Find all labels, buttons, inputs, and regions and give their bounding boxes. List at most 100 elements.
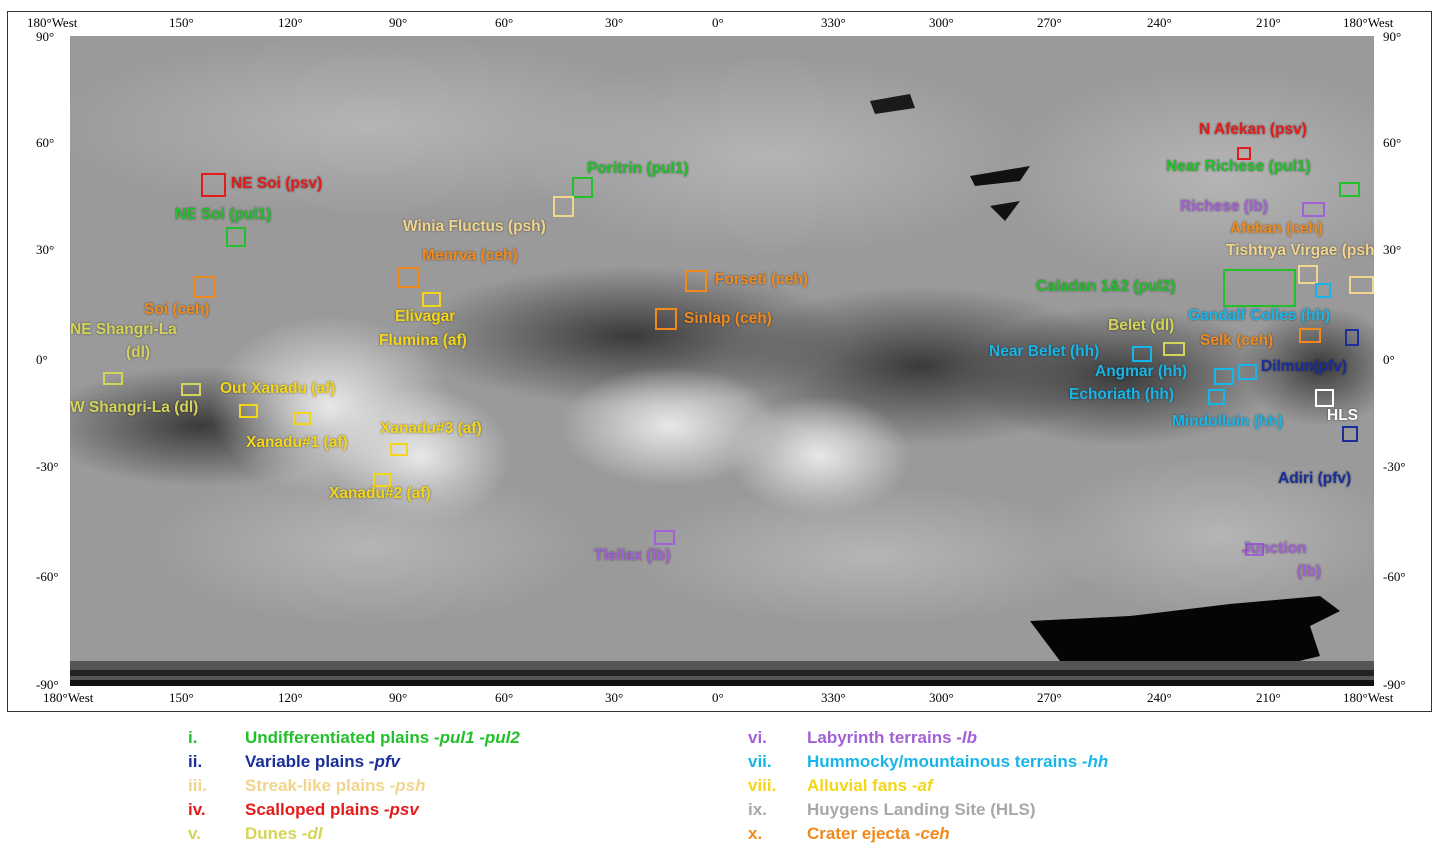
region-box-orange (398, 267, 419, 288)
legend-number: vi. (748, 728, 767, 747)
region-box-green (1223, 269, 1296, 307)
region-label: Richese (lb) (1180, 198, 1268, 215)
corner-label-bottom-left: 180°West (43, 690, 94, 705)
latitude-tick-label: -90° (1383, 677, 1406, 692)
region-box-red (1237, 147, 1251, 160)
region-box-cyan (1238, 364, 1257, 380)
longitude-tick-label: 120° (278, 690, 303, 705)
region-label: Echoriath (hh) (1069, 386, 1175, 403)
region-box-green (1339, 182, 1360, 197)
longitude-tick-label: 300° (929, 15, 954, 30)
longitude-tick-label: 60° (495, 690, 514, 705)
region-box-khaki (1163, 342, 1185, 356)
region-label: (lb) (1297, 563, 1322, 580)
region-box-yellow (390, 443, 408, 456)
legend-label: Undifferentiated plains (245, 728, 434, 747)
longitude-tick-label: 210° (1256, 690, 1281, 705)
region-box-tan (1298, 265, 1318, 284)
region-label: Menrva (ceh) (422, 247, 518, 264)
latitude-tick-label: -60° (36, 569, 59, 584)
region-box-orange (655, 308, 677, 330)
region-label: Out Xanadu (af) (220, 380, 336, 397)
legend-unit-code: -lb (956, 728, 978, 747)
longitude-tick-label: 90° (389, 15, 408, 30)
region-label: HLS (1327, 407, 1358, 424)
region-box-cyan (1208, 389, 1225, 405)
legend-label: Hummocky/mountainous terrains (807, 752, 1082, 771)
region-label: W Shangri-La (dl) (70, 399, 199, 416)
corner-label-top-right: 180°West (1343, 15, 1394, 30)
legend: i. Undifferentiated plains -pul1 -pul2 ii.… (0, 718, 1439, 850)
longitude-tick-label: 270° (1037, 690, 1062, 705)
corner-label-bottom-right: 180°West (1343, 690, 1394, 705)
region-label: Tishtrya Virgae (psh) (1226, 242, 1374, 259)
region-box-purple (1302, 202, 1325, 217)
region-label: NE Soi (pul1) (175, 206, 272, 223)
legend-label: Huygens Landing Site (HLS) (807, 800, 1036, 819)
titan-surface-map: N Afekan (psv) NE Soi (psv) Poritrin (pul1… (70, 36, 1374, 686)
region-box-yellow (373, 473, 391, 487)
region-box-purple (1245, 543, 1264, 556)
legend-entry: Dunes -dl (245, 824, 322, 844)
latitude-tick-label: 30° (1383, 242, 1402, 257)
legend-entry: Labyrinth terrains -lb (807, 728, 977, 748)
legend-number: v. (188, 824, 201, 843)
legend-unit-code: -psh (389, 776, 426, 795)
latitude-tick-label: -30° (1383, 459, 1406, 474)
region-label: Poritrin (pul1) (587, 160, 689, 177)
legend-label: Variable plains (245, 752, 369, 771)
legend-entry: Hummocky/mountainous terrains -hh (807, 752, 1108, 772)
region-box-khaki (181, 383, 201, 396)
legend-number: i. (188, 728, 198, 747)
legend-number: iv. (188, 800, 206, 819)
longitude-tick-label: 330° (821, 15, 846, 30)
region-box-orange (685, 270, 707, 292)
latitude-tick-label: 90° (36, 29, 55, 44)
region-box-navy (1342, 426, 1358, 442)
legend-unit-code: -dl (301, 824, 323, 843)
region-label: Near Richese (pul1) (1166, 158, 1311, 175)
legend-number: viii. (748, 776, 777, 795)
region-label: Xanadu#1 (af) (246, 434, 348, 451)
longitude-tick-label: 150° (169, 690, 194, 705)
region-label: Mindolluin (hh) (1172, 413, 1284, 430)
longitude-tick-label: 90° (389, 690, 408, 705)
region-label: Near Belet (hh) (989, 343, 1100, 360)
region-box-cyan (1214, 368, 1234, 385)
region-label: Gandalf Colles (hh) (1188, 307, 1331, 324)
region-label: Dilmun(pfv) (1261, 358, 1348, 375)
region-label: NE Soi (psv) (231, 175, 323, 192)
region-label: N Afekan (psv) (1199, 121, 1307, 138)
legend-unit-code: -af (911, 776, 933, 795)
region-label: Soi (ceh) (144, 301, 210, 318)
longitude-tick-label: 210° (1256, 15, 1281, 30)
region-box-yellow (293, 412, 311, 425)
longitude-tick-label: 240° (1147, 15, 1172, 30)
region-box-orange (1299, 328, 1321, 343)
legend-label: Scalloped plains (245, 800, 384, 819)
latitude-tick-label: -60° (1383, 569, 1406, 584)
region-label: Tleilax (lb) (594, 547, 671, 564)
region-box-yellow (422, 292, 441, 307)
region-label: Angmar (hh) (1095, 363, 1188, 380)
region-box-khaki (103, 372, 123, 385)
legend-entry: Huygens Landing Site (HLS) (807, 800, 1036, 820)
longitude-tick-label: 30° (605, 690, 624, 705)
longitude-tick-label: 60° (495, 15, 514, 30)
region-label: Sinlap (ceh) (684, 310, 772, 327)
longitude-tick-label: 30° (605, 15, 624, 30)
legend-label: Alluvial fans (807, 776, 912, 795)
legend-number: x. (748, 824, 763, 843)
legend-number: ii. (188, 752, 203, 771)
region-label: NE Shangri-La (70, 321, 177, 338)
longitude-tick-label: 270° (1037, 15, 1062, 30)
region-label: Adiri (pfv) (1278, 470, 1352, 487)
longitude-tick-label: 150° (169, 15, 194, 30)
legend-unit-code: -pul1 -pul2 (433, 728, 520, 747)
longitude-tick-label: 0° (712, 15, 724, 30)
region-label: Belet (dl) (1108, 317, 1175, 334)
region-box-red (201, 173, 226, 197)
longitude-tick-label: 330° (821, 690, 846, 705)
region-box-white (1315, 389, 1334, 407)
region-label: Afekan (ceh) (1230, 220, 1324, 237)
